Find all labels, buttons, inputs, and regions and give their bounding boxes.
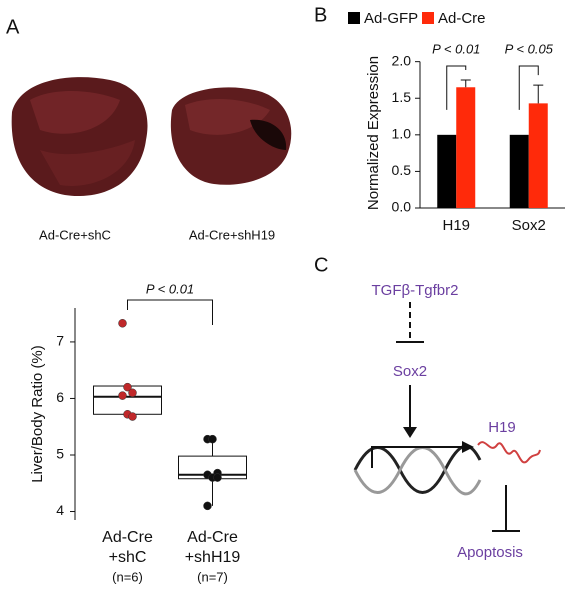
annotation: P < 0.05 xyxy=(505,41,554,56)
dna-helix xyxy=(353,444,482,496)
x-tick-label: Ad-Cre xyxy=(102,529,153,546)
bar xyxy=(437,134,457,208)
annotation: P < 0.01 xyxy=(146,281,194,296)
data-point xyxy=(203,501,212,511)
arrow-head xyxy=(403,427,417,438)
x-tick-label: Sox2 xyxy=(512,217,546,234)
data-point xyxy=(118,391,127,400)
panel-label: A xyxy=(6,16,20,38)
pathway-factor: Sox2 xyxy=(393,363,427,380)
significance-bracket xyxy=(518,65,539,110)
pathway-gene: H19 xyxy=(488,419,516,436)
data-point xyxy=(208,434,217,444)
y-tick-label: 1.5 xyxy=(392,89,412,105)
pathway-upstream: TGFβ-Tgfbr2 xyxy=(372,282,459,299)
panel-label: B xyxy=(314,4,327,26)
bar xyxy=(528,103,548,208)
legend-swatch xyxy=(422,12,434,24)
y-tick-label: 7 xyxy=(56,333,64,349)
data-point xyxy=(128,388,137,398)
x-tick-label: +shC xyxy=(109,549,147,566)
y-tick-label: 2.0 xyxy=(392,52,412,68)
panel-label: C xyxy=(314,254,328,276)
y-tick-label: 0.0 xyxy=(392,199,412,215)
error-bar xyxy=(533,84,544,104)
significance-bracket xyxy=(446,65,467,110)
y-axis-label: Liver/Body Ratio (%) xyxy=(29,345,46,483)
liver-caption: Ad-Cre+shC xyxy=(39,227,111,242)
bar xyxy=(509,134,529,208)
y-tick-label: 6 xyxy=(56,389,64,405)
bar xyxy=(456,87,476,208)
legend-label: Ad-Cre xyxy=(438,10,486,27)
arrow-head xyxy=(462,441,474,453)
y-tick-label: 4 xyxy=(56,502,64,518)
x-tick-label: +shH19 xyxy=(185,549,241,566)
data-point xyxy=(213,473,222,482)
liver-caption: Ad-Cre+shH19 xyxy=(189,227,275,242)
significance-bracket xyxy=(127,299,213,325)
liver-photo xyxy=(11,77,148,197)
y-tick-label: 5 xyxy=(56,446,64,462)
annotation: P < 0.01 xyxy=(432,41,480,56)
data-point xyxy=(123,382,132,392)
rna-squiggle xyxy=(477,441,541,464)
y-tick-label: 1.0 xyxy=(392,126,412,142)
x-tick-label: (n=6) xyxy=(112,569,143,584)
x-tick-label: Ad-Cre xyxy=(187,529,238,546)
legend-label: Ad-GFP xyxy=(364,10,418,27)
legend-swatch xyxy=(348,12,360,24)
liver-photo xyxy=(170,87,292,185)
y-tick-label: 0.5 xyxy=(392,162,412,178)
transcription-arrow xyxy=(371,446,465,468)
y-axis-label: Normalized Expression xyxy=(365,56,382,210)
data-point xyxy=(118,319,127,328)
pathway-outcome: Apoptosis xyxy=(457,544,523,561)
data-point xyxy=(128,412,137,421)
x-tick-label: (n=7) xyxy=(197,569,228,584)
error-bar xyxy=(460,79,471,88)
x-tick-label: H19 xyxy=(442,217,470,234)
